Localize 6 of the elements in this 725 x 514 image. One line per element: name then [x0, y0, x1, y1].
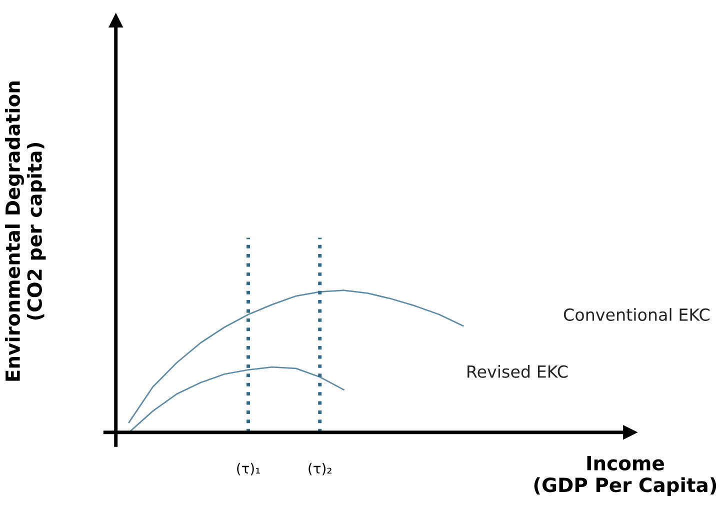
text: Conventional EKC: [564, 308, 710, 321]
y-axis-title: Environmental Degradation (CO2 per capita): [5, 82, 46, 381]
x-tick-label: (τ)₁: [237, 462, 260, 476]
x-tick-label: (τ)₂: [308, 462, 332, 476]
text: Revised EKC: [468, 365, 568, 378]
x-axis-title: Income (GDP Per Capita): [534, 456, 716, 496]
